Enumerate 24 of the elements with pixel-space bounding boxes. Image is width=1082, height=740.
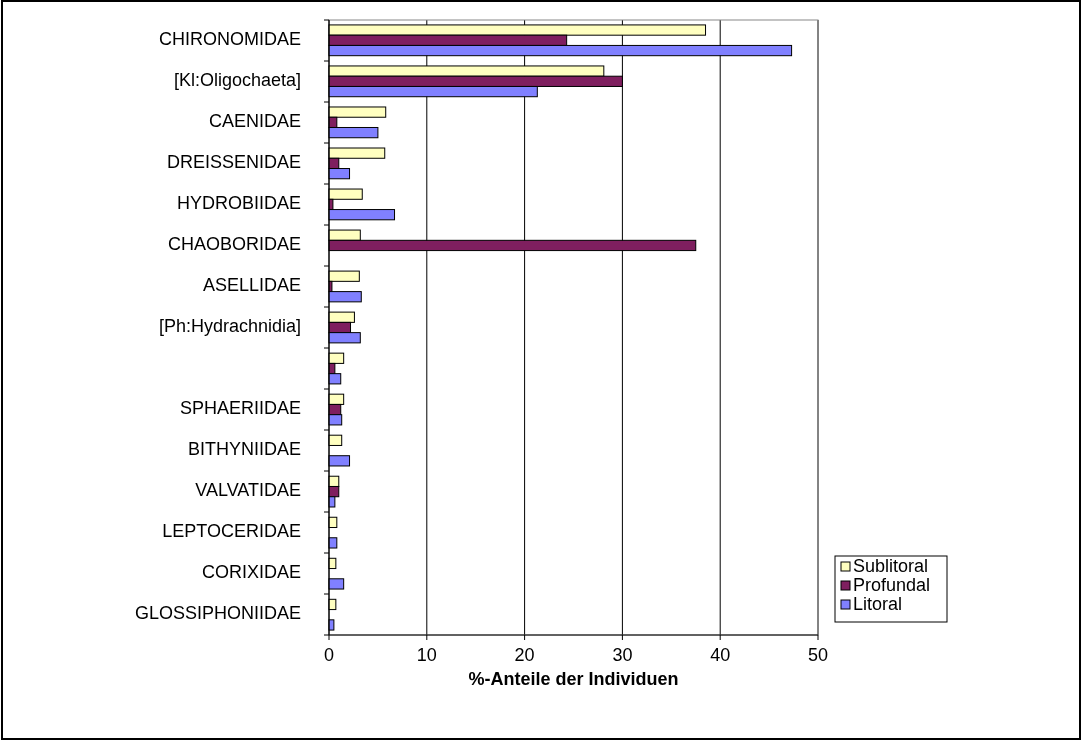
y-tick-label: CHAOBORIDAE [167,234,301,255]
y-tick-label: SPHAERIIDAE [179,398,301,419]
y-tick-label: LEPTOCERIDAE [162,521,301,542]
y-tick-label: HYDROBIIDAE [176,193,301,214]
x-tick-label: 20 [514,645,535,665]
y-tick-label: [Ph:Hydrachnidia] [158,316,301,337]
y-tick-label: DREISSENIDAE [166,152,301,173]
x-tick-label: 10 [416,645,437,665]
y-tick-label: [Kl:Oligochaeta] [173,70,301,91]
y-tick-label: CORIXIDAE [201,562,301,583]
y-tick-label: BITHYNIIDAE [187,439,301,460]
legend-label: Litoral [853,594,903,614]
y-tick-label: VALVATIDAE [195,480,301,501]
x-tick-label: 40 [710,645,731,665]
y-tick-label: CHIRONOMIDAE [158,29,301,50]
x-axis-title: %-Anteile der Individuen [468,669,679,689]
legend-label: Sublitoral [853,556,929,576]
x-tick-label: 30 [612,645,633,665]
y-tick-label: GLOSSIPHONIIDAE [134,603,301,624]
y-tick-label: ASELLIDAE [202,275,301,296]
x-tick-label: 0 [323,645,335,665]
legend-label: Profundal [853,575,931,595]
y-tick-label: CAENIDAE [208,111,301,132]
x-tick-label: 50 [807,645,829,665]
